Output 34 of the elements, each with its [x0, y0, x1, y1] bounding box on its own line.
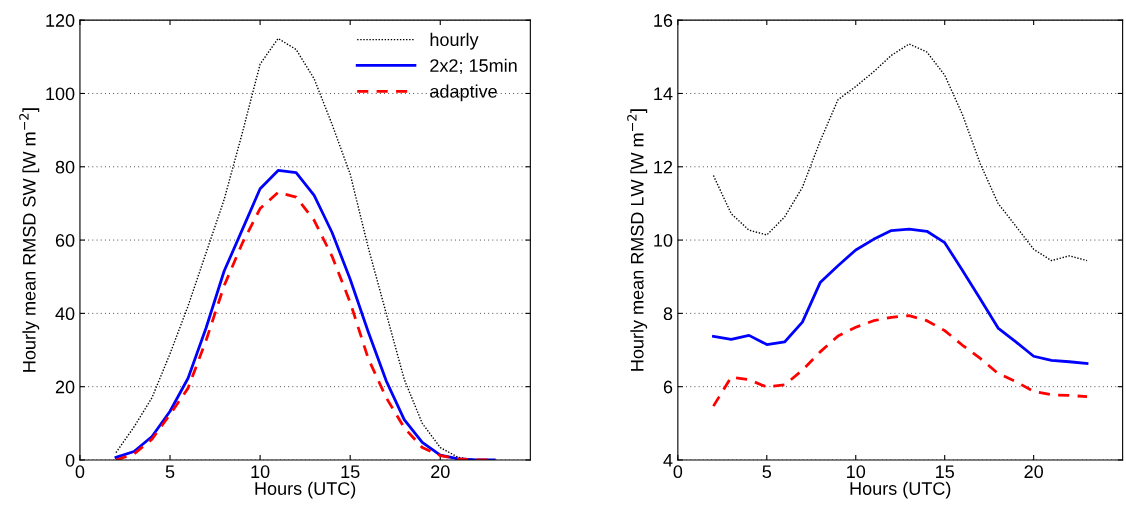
x-axis-title: Hours (UTC)	[255, 481, 356, 499]
x-tick-label: 10	[251, 465, 270, 479]
y-tick-label: 12	[654, 160, 673, 174]
y-tick-label: 120	[46, 14, 75, 27]
x-axis-title: Hours (UTC)	[850, 481, 951, 499]
x-tick-label: 20	[431, 465, 450, 479]
y-tick-label: 40	[55, 307, 75, 321]
x-tick-label: 0	[75, 465, 85, 479]
y-tick-label: 20	[55, 380, 75, 394]
legend-label: 2x2; 15min	[430, 58, 517, 75]
x-tick-label: 10	[847, 465, 866, 479]
y-tick-label: 80	[55, 160, 75, 174]
y-tick-label: 16	[654, 14, 673, 27]
y-tick-label: 100	[46, 87, 75, 101]
y-tick-label: 60	[55, 234, 75, 247]
y-tick-label: 6	[663, 380, 673, 394]
y-tick-label: 10	[654, 234, 673, 247]
legend-label: hourly	[430, 32, 479, 50]
x-tick-label: 5	[762, 465, 772, 479]
y-tick-label: 4	[663, 454, 673, 467]
x-tick-label: 0	[673, 465, 683, 479]
x-tick-label: 15	[341, 465, 360, 479]
line-series	[712, 227, 1089, 365]
y-axis-title: Hourly mean RMSD SW [W m$^{−2}$]	[19, 108, 40, 372]
y-tick-label: 0	[65, 453, 75, 467]
line-series	[712, 43, 1088, 262]
x-tick-label: 5	[165, 465, 175, 479]
y-tick-label: 8	[663, 307, 673, 321]
x-tick-label: 20	[1024, 465, 1043, 479]
y-tick-label: 14	[654, 87, 673, 101]
line-series	[712, 314, 1089, 408]
legend-label: adaptive	[430, 84, 497, 102]
x-tick-label: 15	[936, 465, 954, 479]
y-axis-title: Hourly mean RMSD LW [W m$^{−2}$]	[627, 109, 648, 371]
